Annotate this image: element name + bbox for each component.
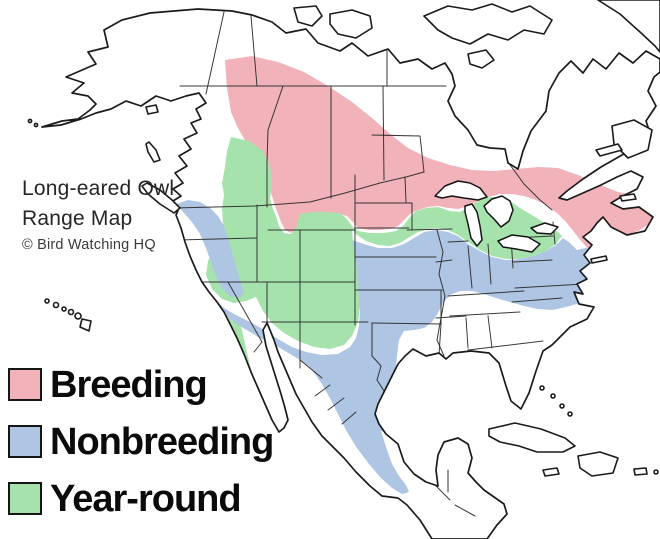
border-il-in <box>467 245 473 289</box>
victoria-island <box>329 9 373 39</box>
antilles-islet <box>653 469 659 475</box>
hawaii-islet-2 <box>52 301 60 309</box>
border-yukon-nwt <box>250 15 258 87</box>
border-mexico-4 <box>341 411 357 425</box>
border-al-ga <box>487 315 493 349</box>
kodiak-island <box>145 104 159 115</box>
prince-edward-island <box>619 193 637 202</box>
border-ontario-quebec <box>507 161 553 211</box>
hawaii-islands <box>44 298 92 332</box>
bahamas-islet-3 <box>559 403 565 409</box>
border-nc-sc <box>511 297 563 303</box>
aleutian-islet-1 <box>27 118 33 124</box>
aleutian-islet-2 <box>33 122 39 128</box>
legend-label-yearround: Year-round <box>50 477 242 520</box>
map-region-yearround-west <box>206 137 562 349</box>
puerto-rico-island <box>633 467 648 476</box>
border-mn-ia <box>406 228 453 231</box>
border-ok-ar <box>438 289 442 356</box>
lake-erie <box>497 234 541 253</box>
border-wa-or <box>177 237 258 241</box>
lake-superior <box>434 180 488 201</box>
lake-huron <box>483 195 514 228</box>
jamaica-island <box>542 467 560 477</box>
southampton-island <box>467 49 495 69</box>
lake-michigan <box>464 203 483 247</box>
border-ok-tx <box>371 322 442 325</box>
islands <box>27 0 660 477</box>
legend-label-breeding: Breeding <box>50 363 208 406</box>
map-title-line1: Long-eared Owl <box>22 177 175 200</box>
border-manitoba-ontario <box>371 134 425 173</box>
newfoundland-island <box>611 119 653 159</box>
bahamas-islet-1 <box>539 385 545 391</box>
border-tn-ms-al <box>449 311 521 317</box>
anticosti-island <box>595 143 623 157</box>
legend-swatch-breeding <box>8 368 42 401</box>
legend-swatch-yearround <box>8 482 42 515</box>
legend-label-nonbreeding: Nonbreeding <box>50 420 274 463</box>
border-wi-il <box>447 240 469 243</box>
border-ga-fl <box>467 340 544 351</box>
border-ky-tn <box>447 290 525 297</box>
hawaii-islet-4 <box>67 308 75 316</box>
hawaii-islet-5 <box>74 312 82 320</box>
border-bc-alberta <box>266 85 284 208</box>
border-ia-mo <box>435 259 453 263</box>
hawaii-islet-1 <box>44 298 50 304</box>
haida-gwaii <box>145 141 161 163</box>
hawaii-islet-3 <box>61 306 67 312</box>
border-pa-md <box>512 259 553 263</box>
hispaniola-island <box>577 451 619 477</box>
legend-row-nonbreeding: Nonbreeding <box>8 413 274 470</box>
legend-swatch-nonbreeding <box>8 425 42 458</box>
map-region-nonbreeding-coast <box>176 200 244 298</box>
cuba-island <box>488 422 576 453</box>
map-credit: © Bird Watching HQ <box>22 236 156 253</box>
legend-row-yearround: Year-round <box>8 470 273 527</box>
border-nd-mn <box>404 176 413 231</box>
legend-row-breeding: Breeding <box>8 356 273 413</box>
border-in-oh <box>487 243 492 285</box>
border-mexico-2 <box>314 384 331 397</box>
great-lakes <box>434 180 559 253</box>
border-mexico-1 <box>299 359 323 379</box>
border-honduras <box>454 504 476 517</box>
banks-island <box>293 5 323 27</box>
baffin-island <box>423 3 553 45</box>
map-region-breeding <box>225 56 660 251</box>
range-regions <box>176 56 660 494</box>
border-ca-nv-diag <box>227 281 263 353</box>
border-ms-al <box>465 317 469 349</box>
long-island <box>590 255 608 264</box>
greenland-corner <box>597 0 660 53</box>
map-legend: Breeding Nonbreeding Year-round <box>8 356 274 527</box>
border-alaska-yukon <box>205 11 225 95</box>
border-us-canada <box>173 171 425 209</box>
border-sask-manitoba <box>382 85 385 181</box>
hawaii-big-island <box>79 318 92 332</box>
lake-ontario <box>530 222 559 235</box>
vancouver-island <box>141 182 181 214</box>
border-va-nc <box>514 283 585 289</box>
map-region-nonbreeding-mexico <box>292 350 409 494</box>
border-mo-ar <box>435 315 467 319</box>
map-region-nonbreeding-main <box>200 230 594 438</box>
bahamas-islet-2 <box>550 393 556 399</box>
map-title-line2: Range Map <box>22 206 133 230</box>
border-mississippi-river <box>436 229 446 357</box>
border-mexico-3 <box>327 397 345 411</box>
bahamas-islet-4 <box>567 411 573 417</box>
map-title-block: Long-eared Owl Range Map © Bird Watching… <box>22 174 174 255</box>
